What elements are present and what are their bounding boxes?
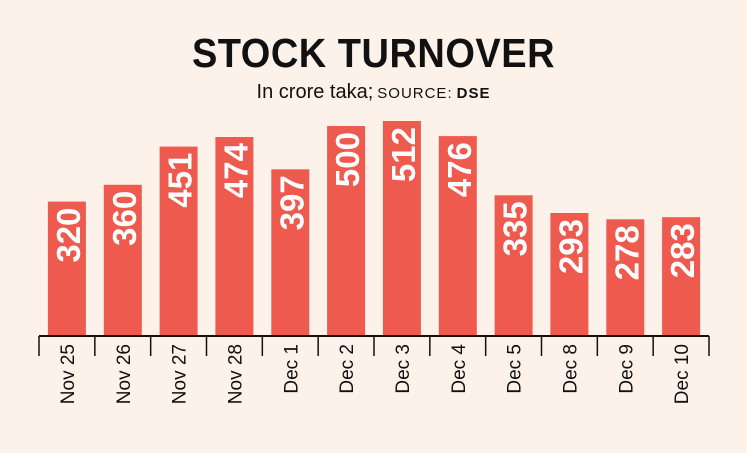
bar-dec-1 — [271, 169, 310, 336]
category-label: Dec 2 — [337, 344, 358, 394]
value-label: 397 — [273, 175, 310, 230]
unit-note: In crore taka; — [256, 81, 374, 103]
value-label: 278 — [608, 225, 645, 280]
value-label: 500 — [329, 132, 366, 187]
value-label: 283 — [664, 223, 701, 278]
source-name: DSE — [456, 85, 491, 102]
bar-nov-25 — [47, 201, 86, 336]
value-label: 320 — [50, 208, 87, 263]
bar-dec-5 — [494, 195, 533, 336]
category-label: Nov 25 — [58, 344, 79, 404]
bar-nov-27 — [159, 146, 198, 336]
category-label: Nov 27 — [170, 344, 191, 404]
chart-subtitle: In crore taka; SOURCE: DSE — [0, 80, 747, 106]
value-label: 293 — [552, 219, 589, 274]
category-label: Dec 9 — [616, 344, 637, 394]
category-label: Nov 26 — [114, 344, 135, 404]
category-label: Dec 10 — [672, 344, 693, 404]
category-label: Dec 3 — [393, 344, 414, 394]
bar-dec-4 — [438, 136, 477, 336]
bar-dec-2 — [327, 126, 366, 336]
category-label: Dec 8 — [560, 344, 581, 394]
value-label: 512 — [385, 127, 422, 182]
category-label: Dec 1 — [281, 344, 302, 394]
category-label: Nov 28 — [225, 344, 246, 404]
category-label: Dec 5 — [505, 344, 526, 394]
bar-dec-9 — [606, 219, 645, 336]
bar-dec-3 — [382, 121, 421, 336]
chart-title: STOCK TURNOVER — [191, 31, 556, 77]
value-label: 335 — [497, 201, 534, 256]
value-label: 476 — [441, 142, 478, 197]
bar-nov-26 — [103, 184, 142, 336]
bar-nov-28 — [215, 137, 254, 336]
value-label: 451 — [162, 153, 199, 208]
value-label: 360 — [106, 191, 143, 246]
source-label: SOURCE: — [377, 85, 453, 102]
bar-dec-10 — [662, 217, 701, 336]
bar-dec-8 — [550, 213, 589, 336]
category-label: Dec 4 — [449, 344, 470, 394]
value-label: 474 — [217, 142, 254, 198]
